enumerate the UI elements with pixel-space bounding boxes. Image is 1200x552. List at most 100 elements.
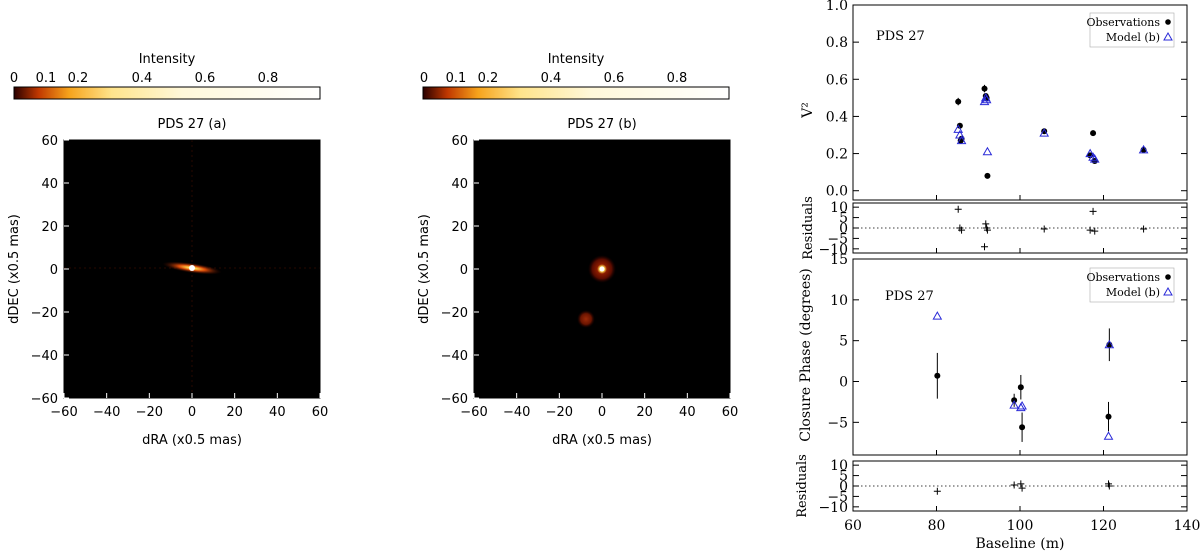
colorbar-b-tick-1: 0.1 xyxy=(446,71,467,86)
image-b-ylabel: dDEC (x0.5 mas) xyxy=(417,214,432,324)
cp-model-point xyxy=(1017,400,1027,410)
cp-model-point xyxy=(1009,400,1020,409)
image-a-artifacts xyxy=(64,140,320,398)
cp-legend-model: Model (b) xyxy=(1106,286,1160,299)
v2-res-residual-point xyxy=(954,205,962,213)
v2-model-point xyxy=(953,124,964,133)
colorbar-a-ticks: 0 0.1 0.2 0.4 0.6 0.8 xyxy=(10,71,278,86)
v2-obs-point xyxy=(957,137,964,144)
v2-model-point xyxy=(1088,152,1098,161)
image-a-ytick-label: 20 xyxy=(41,220,58,235)
image-a-ytick-label: 0 xyxy=(50,263,58,278)
cp-ylabel: Closure Phase (degrees) xyxy=(798,268,814,442)
cp-model-point xyxy=(932,311,943,320)
v2-res-marks xyxy=(954,205,1148,251)
baseline-xticks: 60 80 100 120 140 xyxy=(844,518,1200,534)
cp-legend: Observations Model (b) xyxy=(1086,267,1175,303)
v2-model-point xyxy=(956,135,967,145)
colorbar-b-tick-4: 0.6 xyxy=(604,71,625,86)
colorbar-a xyxy=(13,86,321,100)
v2-model-point xyxy=(982,146,993,156)
image-b-xtick-label: 20 xyxy=(636,405,653,420)
v2-ytick-label: 0.8 xyxy=(826,35,848,51)
image-b-ytick-label: −60 xyxy=(441,392,468,407)
image-a-xtick-label: 60 xyxy=(312,405,329,420)
v2-model-point xyxy=(981,94,992,104)
cp-marks xyxy=(932,311,1115,442)
cp-legend-obs-marker xyxy=(1165,274,1171,280)
baseline-xtick-label: 140 xyxy=(1174,518,1200,534)
image-b-xticks: −60 −40 −20 0 20 40 60 xyxy=(460,393,738,420)
v2-model-point xyxy=(1085,148,1096,158)
image-a-ytick-label: −60 xyxy=(31,392,58,407)
cp-legend-box xyxy=(1089,267,1175,303)
image-a-xtick-label: −40 xyxy=(93,405,120,420)
image-a-xtick-label: −60 xyxy=(50,405,77,420)
image-b-xtick-label: −60 xyxy=(460,405,487,420)
baseline-xtick-label: 100 xyxy=(1007,518,1034,534)
colorbar-b-tick-2: 0.2 xyxy=(478,71,499,86)
v2-legend-observations: Observations xyxy=(1086,16,1160,29)
image-b-xtick-label: −40 xyxy=(503,405,530,420)
v2-res-ytick-label: −10 xyxy=(818,242,848,258)
cp-ytick-label: 15 xyxy=(830,252,848,268)
v2-res-ylabel: Residuals xyxy=(801,196,816,260)
v2-res-residual-point xyxy=(1089,207,1097,215)
cp-res-ylabel: Residuals xyxy=(795,454,810,518)
colorbar-b xyxy=(422,86,730,100)
v2-panel: 0.0 0.2 0.4 0.6 0.8 1.0 PDS 27 V² Observation… xyxy=(800,0,1188,201)
colorbar-a-tick-1: 0.1 xyxy=(36,71,57,86)
colorbar-b-label: Intensity xyxy=(548,52,605,67)
colorbar-b-tick-3: 0.4 xyxy=(541,71,562,86)
v2-axis-ticks: 0.0 0.2 0.4 0.6 0.8 1.0 xyxy=(826,0,1188,200)
source-primary-core-b xyxy=(599,266,605,272)
v2-legend-obs-marker xyxy=(1165,19,1171,25)
cp-obs-point xyxy=(1017,384,1024,391)
colorbar-a-tick-2: 0.2 xyxy=(68,71,89,86)
cp-ytick-label: 10 xyxy=(830,293,848,309)
cp-legend-model-marker xyxy=(1163,286,1173,296)
cp-legend-observations: Observations xyxy=(1086,271,1160,284)
cp-res-ytick-label: −10 xyxy=(818,500,848,516)
image-b-xtick-label: 0 xyxy=(598,405,606,420)
cp-annotation: PDS 27 xyxy=(885,289,934,304)
colorbar-a-tick-5: 0.8 xyxy=(258,71,279,86)
image-b-ytick-label: 20 xyxy=(451,220,468,235)
cp-res-ytick-label: 10 xyxy=(830,458,848,474)
cp-res-ytick-label: −5 xyxy=(827,489,848,505)
image-a-xtick-label: 0 xyxy=(188,405,196,420)
v2-legend-box xyxy=(1089,12,1175,48)
baseline-xtick-label: 120 xyxy=(1090,518,1117,534)
v2-res-residual-point xyxy=(958,226,966,234)
v2-obs-point xyxy=(1090,130,1097,137)
v2-model-point xyxy=(1089,154,1100,163)
v2-legend-model: Model (b) xyxy=(1106,31,1160,44)
colorbar-b-tick-0: 0 xyxy=(420,71,428,86)
v2-obs-point xyxy=(955,98,962,105)
v2-ytick-label: 1.0 xyxy=(826,0,848,14)
image-b-yticks: −60 −40 −20 0 20 40 60 xyxy=(441,134,479,407)
cp-obs-point xyxy=(1105,413,1112,420)
v2-obs-point xyxy=(984,172,991,179)
image-b-xtick-label: 60 xyxy=(722,405,739,420)
source-core-a xyxy=(189,265,195,271)
v2-res-ytick-label: 5 xyxy=(839,211,848,227)
image-a-ytick-label: 60 xyxy=(41,134,58,149)
baseline-xtick-label: 60 xyxy=(844,518,862,534)
cp-axis-ticks: −5 0 5 10 15 xyxy=(827,252,1188,455)
colorbar-b-ticks: 0 0.1 0.2 0.4 0.6 0.8 xyxy=(420,71,687,86)
image-b-xtick-label: 40 xyxy=(679,405,696,420)
cp-res-marks xyxy=(933,480,1113,495)
cp-obs-point xyxy=(1019,424,1026,431)
v2-ytick-label: 0.2 xyxy=(826,147,848,163)
v2-res-frame xyxy=(852,202,1188,254)
v2-annotation: PDS 27 xyxy=(876,29,925,44)
baseline-xlabel: Baseline (m) xyxy=(975,536,1064,552)
image-b-ytick-label: 60 xyxy=(451,134,468,149)
image-b-ytick-label: 0 xyxy=(460,263,468,278)
v2-res-residual-point xyxy=(1086,226,1094,234)
